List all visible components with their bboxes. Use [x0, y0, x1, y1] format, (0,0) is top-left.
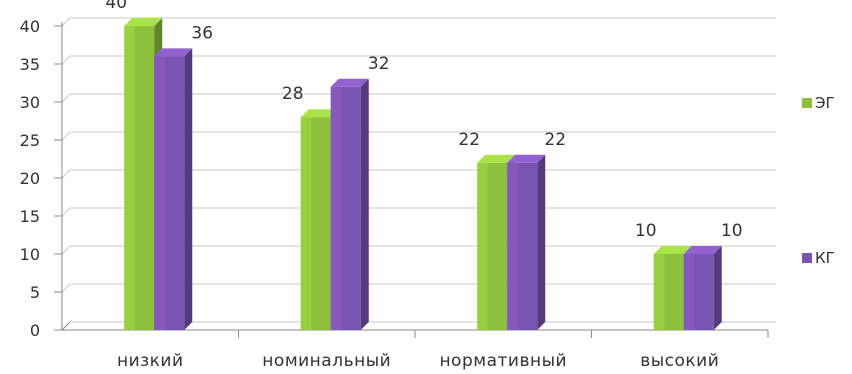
bar-highlight	[300, 117, 312, 330]
y-tick-label: 25	[20, 131, 40, 150]
data-label: 32	[368, 54, 390, 74]
bar-top	[154, 48, 193, 57]
bar-highlight	[124, 26, 135, 330]
x-axis-depth	[61, 321, 71, 331]
bar	[330, 78, 369, 330]
bar	[683, 246, 722, 330]
bar-top	[507, 154, 546, 163]
bar-side	[537, 154, 546, 330]
legend-swatch	[802, 98, 812, 108]
data-label: 36	[191, 23, 213, 43]
gridline-depth	[61, 131, 71, 141]
legend: ЭГ КГ	[802, 94, 835, 267]
bar-top	[653, 246, 692, 254]
gridline-depth	[61, 207, 71, 217]
y-tick-label: 35	[20, 55, 40, 74]
data-label: 10	[635, 221, 657, 241]
gridline-depth	[61, 169, 71, 179]
data-label: 10	[721, 221, 743, 241]
x-category-label: низкий	[117, 351, 184, 371]
legend-label: КГ	[815, 249, 835, 267]
bar-top	[683, 246, 722, 254]
gridline-depth	[61, 55, 71, 65]
bar-side	[360, 78, 369, 330]
y-tick-label: 0	[30, 321, 40, 340]
y-tick-label: 5	[30, 283, 40, 302]
gridline-depth	[61, 283, 71, 293]
y-tick-label: 40	[20, 17, 40, 36]
legend-swatch	[802, 253, 812, 263]
bar-highlight	[507, 162, 518, 330]
y-tick-label: 30	[20, 93, 40, 112]
bar-highlight	[477, 162, 488, 330]
gridline-depth	[61, 245, 71, 255]
bar	[154, 48, 193, 331]
gridline-depth	[61, 17, 71, 27]
gridline-depth	[61, 93, 71, 103]
data-label: 22	[544, 130, 566, 150]
axes: 0 5 10 15 20 25 30 35 40 низкий номинальный нормати…	[20, 17, 776, 371]
x-category-label: нормативный	[439, 351, 567, 371]
data-label: 22	[458, 130, 480, 150]
bar-top	[300, 109, 339, 118]
bar-highlight	[154, 56, 165, 331]
data-labels: 40 36 28 32 22 22 10 10	[105, 0, 742, 241]
bar-side	[184, 48, 193, 331]
data-label: 40	[105, 0, 127, 13]
y-tick-label: 15	[20, 207, 40, 226]
bar-side	[713, 246, 722, 330]
legend-label: ЭГ	[815, 94, 835, 112]
x-category-label: номинальный	[262, 351, 391, 371]
data-label: 28	[282, 84, 304, 104]
bars	[124, 18, 722, 331]
bar-highlight	[330, 86, 342, 330]
bar-top	[330, 78, 369, 87]
bar-highlight	[683, 254, 695, 330]
y-tick-label: 10	[20, 245, 40, 264]
bar-top	[477, 154, 516, 163]
bar-top	[124, 18, 163, 26]
bar	[507, 154, 546, 330]
x-category-label: высокий	[640, 351, 719, 371]
y-tick-label: 20	[20, 169, 40, 188]
bar-highlight	[653, 254, 665, 330]
